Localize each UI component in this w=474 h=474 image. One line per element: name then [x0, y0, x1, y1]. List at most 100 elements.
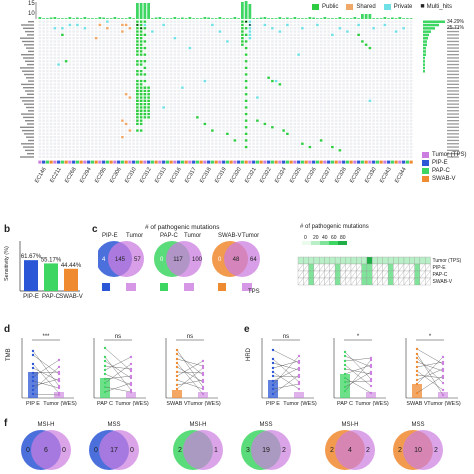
grid-cell: [102, 63, 105, 66]
grid-cell: [57, 152, 60, 155]
count-bar: [349, 18, 353, 19]
grid-cell: [169, 142, 173, 145]
grid-cell: [312, 139, 315, 142]
grid-cell: [64, 152, 68, 155]
grid-cell: [211, 83, 214, 86]
grid-cell: [207, 139, 210, 142]
grid-cell: [274, 70, 278, 73]
grid-cell: [312, 76, 315, 79]
grid-cell: [256, 112, 259, 116]
sample-label: EC320: [229, 167, 243, 185]
grid-cell: [289, 86, 293, 89]
grid-cell: [76, 56, 79, 60]
grid-cell: [282, 119, 285, 122]
grid-cell: [289, 93, 293, 96]
grid-cell: [46, 145, 49, 149]
grid-cell: [376, 149, 379, 152]
grid-cell: [207, 152, 210, 155]
grid-cell: [68, 27, 72, 30]
mutation-cell: [147, 93, 150, 96]
grid-cell: [147, 50, 150, 53]
grid-cell: [136, 145, 139, 149]
grid-cell: [259, 43, 263, 46]
grid-cell: [169, 112, 173, 116]
grid-cell: [162, 116, 165, 119]
grid-cell: [57, 56, 60, 60]
grid-cell: [334, 30, 338, 33]
grid-cell: [394, 73, 398, 76]
grid-cell: [173, 86, 177, 89]
grid-cell: [398, 50, 402, 53]
grid-cell: [42, 129, 45, 132]
grid-cell: [214, 37, 218, 40]
grid-cell: [286, 53, 289, 56]
grid-cell: [192, 33, 195, 36]
grid-cell: [72, 152, 75, 155]
heatmap-cross: [303, 270, 309, 279]
grid-cell: [222, 145, 225, 149]
grid-cell: [357, 60, 360, 63]
grid-cell: [68, 145, 72, 149]
grid-cell: [218, 132, 222, 135]
grid-cell: [331, 93, 334, 96]
grid-cell: [349, 142, 353, 145]
grid-cell: [207, 63, 210, 66]
grid-cell: [102, 20, 105, 23]
grid-cell: [274, 43, 278, 46]
grid-cell: [248, 149, 252, 152]
grid-cell: [38, 136, 42, 139]
tps-icon: [184, 283, 194, 291]
grid-cell: [132, 83, 135, 86]
grid-cell: [72, 116, 75, 119]
grid-cell: [364, 99, 368, 102]
grid-cell: [244, 50, 248, 53]
sample-type-cell: [252, 160, 256, 164]
grid-cell: [106, 129, 109, 132]
grid-cell: [203, 142, 207, 145]
grid-cell: [214, 103, 218, 106]
grid-cell: [346, 129, 349, 132]
grid-cell: [207, 112, 210, 116]
grid-cell: [102, 109, 105, 112]
grid-cell: [72, 136, 75, 139]
grid-cell: [117, 122, 120, 126]
count-bar: [199, 18, 203, 19]
mutation-cell: [218, 30, 222, 33]
grid-cell: [128, 79, 132, 83]
grid-cell: [162, 86, 165, 89]
grid-cell: [379, 37, 383, 40]
grid-cell: [222, 93, 225, 96]
grid-cell: [177, 66, 180, 69]
grid-cell: [121, 79, 124, 83]
heatmap-cross: [319, 270, 325, 279]
grid-cell: [76, 126, 79, 129]
grid-cell: [387, 70, 390, 73]
mutation-cell: [271, 79, 274, 83]
grid-cell: [158, 46, 162, 50]
grid-cell: [79, 89, 83, 93]
grid-cell: [256, 129, 259, 132]
grid-cell: [218, 155, 222, 159]
grid-cell: [308, 109, 312, 112]
grid-cell: [192, 129, 195, 132]
grid-cell: [259, 56, 263, 60]
grid-cell: [274, 142, 278, 145]
sample-icon: [160, 283, 168, 291]
grid-cell: [158, 27, 162, 30]
heatmap-cell: [414, 270, 421, 279]
grid-cell: [211, 99, 214, 102]
grid-cell: [263, 112, 267, 116]
grid-cell: [394, 99, 398, 102]
gene-label-stub: [28, 80, 34, 82]
grid-cell: [98, 50, 102, 53]
count-bar: [132, 18, 135, 19]
frequency-bar: [423, 56, 425, 60]
grid-cell: [139, 139, 143, 142]
grid-cell: [308, 30, 312, 33]
grid-cell: [139, 132, 143, 135]
grid-cell: [94, 93, 98, 96]
grid-cell: [166, 43, 169, 46]
grid-cell: [79, 149, 83, 152]
grid-cell: [256, 56, 259, 60]
grid-cell: [192, 46, 195, 50]
